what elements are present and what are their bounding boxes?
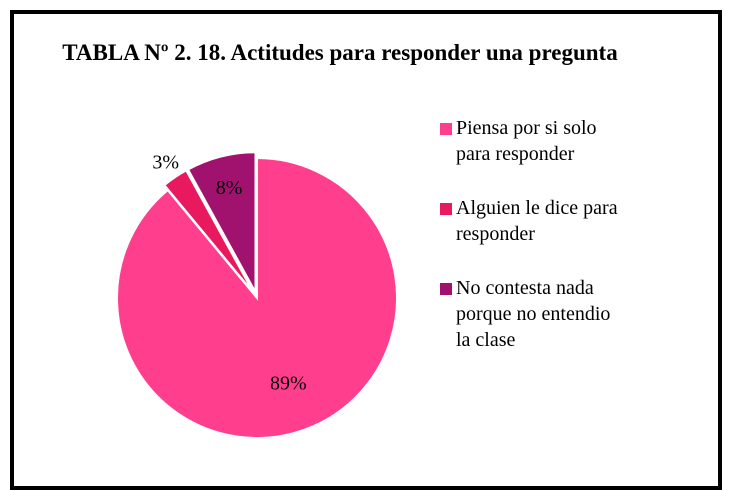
legend-swatch: [440, 283, 452, 295]
legend-item: Alguien le dice para responder: [440, 195, 640, 247]
legend-item: Piensa por si solo para responder: [440, 115, 640, 167]
pie-slice: [186, 151, 257, 293]
legend-label: No contesta nada porque no entendio la c…: [456, 277, 611, 351]
chart-title: TABLA Nº 2. 18. Actitudes para responder…: [62, 40, 618, 65]
data-label: 8%: [216, 177, 243, 199]
data-label: 89%: [270, 373, 307, 395]
legend-item: No contesta nada porque no entendio la c…: [440, 275, 640, 353]
chart: 89% 3% 8%: [116, 151, 398, 439]
legend-swatch: [440, 203, 452, 215]
legend-label: Alguien le dice para responder: [456, 197, 618, 245]
pie-slice: [116, 156, 398, 439]
legend-label: Piensa por si solo para responder: [456, 117, 597, 165]
pie-slice: [162, 168, 255, 294]
data-label: 3%: [152, 151, 179, 173]
legend-swatch: [440, 123, 452, 135]
page: {"chart_data": {"type": "pie", "title": …: [10, 10, 722, 490]
legend: Piensa por si solo para responder Alguien…: [440, 115, 640, 381]
